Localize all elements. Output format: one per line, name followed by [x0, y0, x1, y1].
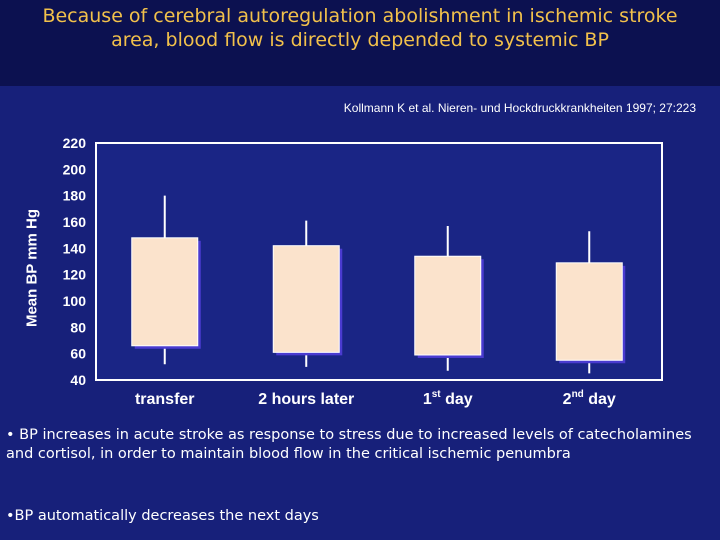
y-tick-label: 160 — [63, 214, 87, 230]
y-tick-label: 180 — [63, 188, 87, 204]
y-tick-label: 220 — [63, 135, 87, 151]
slide-title: Because of cerebral autoregulation aboli… — [42, 5, 678, 51]
category-label: 2nd day — [563, 389, 616, 408]
y-tick-label: 200 — [63, 161, 87, 177]
y-tick-label: 80 — [70, 319, 86, 335]
category-label: transfer — [135, 391, 195, 408]
y-tick-label: 60 — [70, 346, 86, 362]
y-tick-label: 120 — [63, 267, 87, 283]
y-tick-label: 100 — [63, 293, 87, 309]
range-box — [414, 255, 482, 356]
bp-chart: 220 200 180 160 140 120 100 80 60 40 transfer 2 hou… — [63, 135, 663, 408]
category-label: 1st day — [423, 389, 473, 408]
range-box — [555, 262, 623, 361]
range-box — [131, 237, 199, 347]
bullet-decrease: •BP automatically decreases the next day… — [6, 508, 319, 524]
category-label: 2 hours later — [258, 391, 354, 408]
bullet-stress-increase: • BP increases in acute stroke as respon… — [6, 427, 692, 462]
y-tick-label: 140 — [63, 240, 87, 256]
citation: Kollmann K et al. Nieren- und Hockdruckk… — [343, 101, 696, 115]
range-box — [272, 245, 340, 353]
title-band — [0, 0, 720, 86]
y-tick-label: 40 — [70, 372, 86, 388]
